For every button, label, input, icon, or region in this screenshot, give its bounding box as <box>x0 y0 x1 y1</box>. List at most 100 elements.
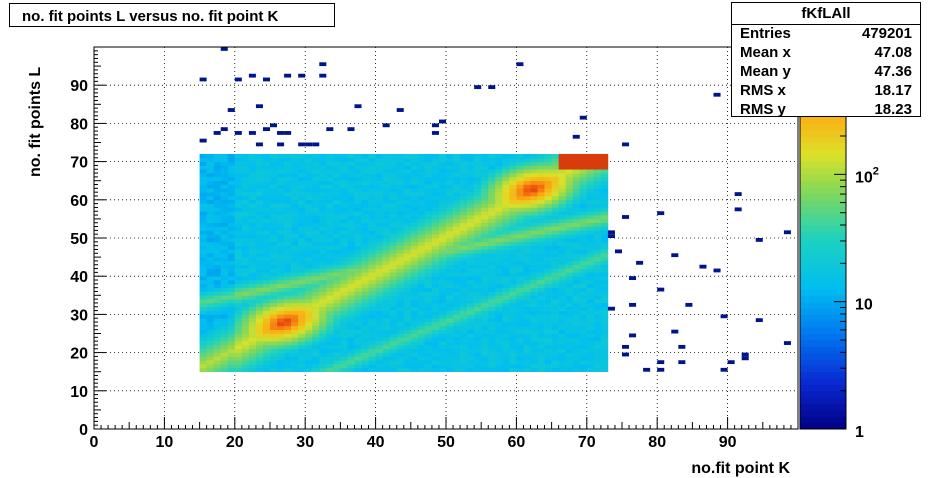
heatmap-cell <box>544 230 552 235</box>
heatmap-cell <box>248 215 257 220</box>
heatmap-cell <box>586 306 595 311</box>
heatmap-cell <box>593 157 602 162</box>
heatmap-cell <box>248 238 257 243</box>
heatmap-cell <box>403 222 412 227</box>
heatmap-cell <box>446 253 454 258</box>
heatmap-cell <box>579 322 588 327</box>
heatmap-cell <box>312 341 320 346</box>
heatmap-cell <box>516 238 524 243</box>
heatmap-cell <box>354 299 362 304</box>
heatmap-cell <box>446 268 454 273</box>
heatmap-cell <box>284 203 292 208</box>
heatmap-cell <box>389 153 398 159</box>
heatmap-cell <box>593 299 602 304</box>
heatmap-cell <box>234 173 243 178</box>
heatmap-cell <box>234 161 243 166</box>
heatmap-cell <box>241 260 250 266</box>
heatmap-cell <box>488 165 496 170</box>
heatmap-cell <box>438 291 447 296</box>
heatmap-cell <box>241 199 250 204</box>
heatmap-cell <box>565 161 574 166</box>
heatmap-cell <box>551 234 559 239</box>
heatmap-cell <box>579 291 588 296</box>
heatmap-cell <box>361 306 369 311</box>
heatmap-cell <box>424 253 433 258</box>
stats-value: 47.36 <box>874 63 912 80</box>
heatmap-cell <box>509 302 517 308</box>
heatmap-cell <box>270 360 278 365</box>
heatmap-cell <box>509 165 517 170</box>
heatmap-cell <box>424 356 433 361</box>
heatmap-cell <box>467 161 475 166</box>
heatmap-cell <box>284 161 292 166</box>
heatmap-cell <box>368 364 376 369</box>
heatmap-cell <box>474 234 482 239</box>
heatmap-cell <box>460 153 468 159</box>
heatmap-cell <box>333 348 341 353</box>
heatmap-cell <box>523 218 531 224</box>
outlier-cell <box>678 360 686 365</box>
heatmap-cell <box>551 272 559 277</box>
heatmap-cell <box>502 234 510 239</box>
heatmap-cell <box>431 283 440 288</box>
heatmap-cell <box>284 318 292 323</box>
heatmap-cell <box>474 352 482 357</box>
color-scale-segment <box>800 269 846 277</box>
heatmap-cell <box>537 215 545 220</box>
heatmap-cell <box>368 360 376 365</box>
heatmap-cell <box>375 238 383 243</box>
heatmap-cell <box>382 249 390 254</box>
heatmap-cell <box>551 195 559 201</box>
heatmap-cell <box>579 157 588 162</box>
color-scale-segment <box>800 129 846 137</box>
heatmap-cell <box>565 203 574 208</box>
heatmap-cell <box>551 325 559 330</box>
heatmap-cell <box>509 344 517 350</box>
outlier-cell <box>199 138 207 143</box>
heatmap-cell <box>502 329 510 334</box>
heatmap-cell <box>438 153 447 159</box>
heatmap-cell <box>523 188 531 193</box>
heatmap-cell <box>227 337 236 342</box>
heatmap-cell <box>262 157 271 162</box>
heatmap-cell <box>516 356 524 361</box>
heatmap-cell <box>523 318 531 323</box>
heatmap-cell <box>199 230 207 235</box>
heatmap-cell <box>516 352 524 357</box>
heatmap-cell <box>220 169 229 174</box>
color-scale-segment <box>800 384 846 392</box>
heatmap-cell <box>558 165 566 170</box>
heatmap-cell <box>481 302 489 308</box>
heatmap-cell <box>544 176 552 181</box>
heatmap-cell <box>262 344 271 350</box>
heatmap-cell <box>558 257 566 262</box>
heatmap-cell <box>220 195 229 201</box>
heatmap-cell <box>270 260 278 266</box>
heatmap-cell <box>375 322 383 327</box>
heatmap-cell <box>523 260 531 266</box>
heatmap-cell <box>537 184 545 189</box>
heatmap-cell <box>551 241 559 246</box>
heatmap-cell <box>474 253 482 258</box>
heatmap-cell <box>438 211 447 216</box>
heatmap-cell <box>488 314 496 319</box>
heatmap-cell <box>460 318 468 323</box>
heatmap-cell <box>572 199 581 204</box>
heatmap-cell <box>199 314 207 319</box>
color-scale-segment <box>800 301 846 309</box>
heatmap-cell <box>600 276 609 281</box>
y-tick-label: 20 <box>70 346 88 363</box>
heatmap-cell <box>431 207 440 212</box>
heatmap-cell <box>213 211 222 216</box>
heatmap-cell <box>474 222 482 227</box>
heatmap-cell <box>481 241 489 246</box>
heatmap-cell <box>298 322 306 327</box>
heatmap-cell <box>572 192 581 197</box>
heatmap-cell <box>241 283 250 288</box>
heatmap-cell <box>206 356 214 361</box>
heatmap-cell <box>284 287 292 292</box>
heatmap-cell <box>558 352 566 357</box>
heatmap-cell <box>375 280 383 285</box>
heatmap-cell <box>389 337 398 342</box>
heatmap-cell <box>495 272 503 277</box>
